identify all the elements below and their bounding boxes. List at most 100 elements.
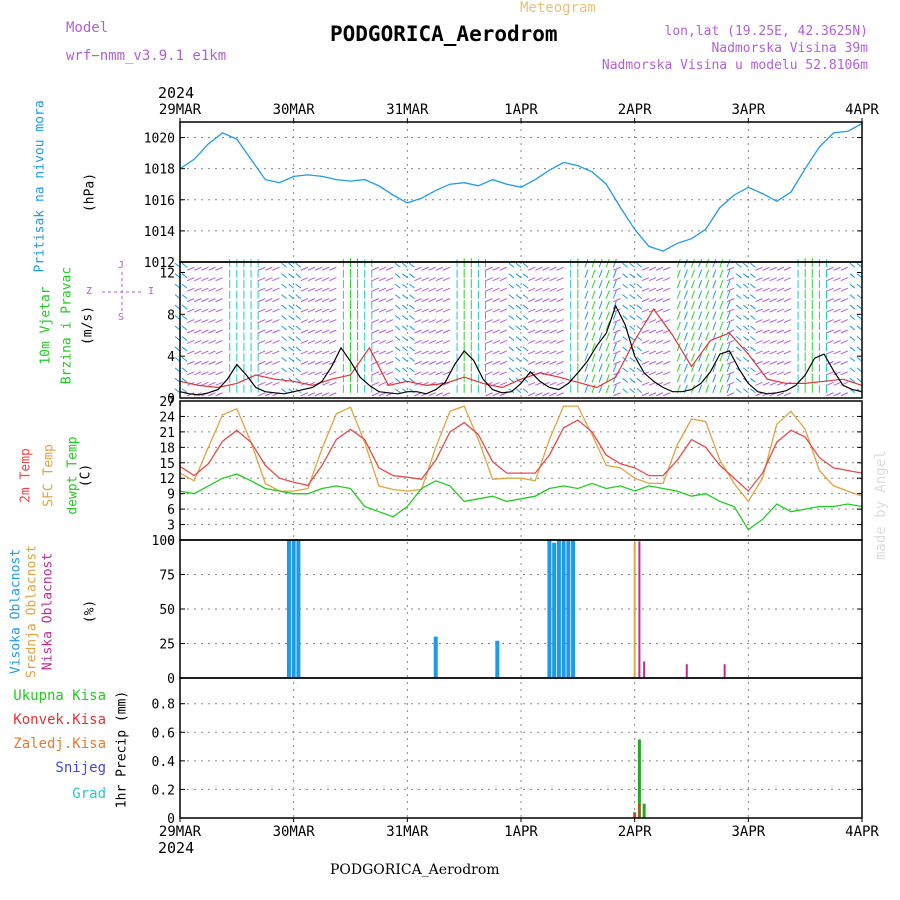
model-run: wrf−nmm_v3.9.1 e1km <box>66 48 227 64</box>
total-precip-bar <box>637 739 641 818</box>
wind-arrow <box>726 300 731 310</box>
wind-arrow <box>662 350 671 355</box>
wind-arrow <box>613 277 621 282</box>
wind-arrow <box>428 308 436 313</box>
wind-arrow <box>584 342 589 352</box>
wind-arrow <box>605 279 610 289</box>
wind-arrow <box>385 298 394 303</box>
wind-arrow <box>515 356 522 362</box>
wind-arrow <box>726 384 731 393</box>
wind-arrow <box>705 290 710 299</box>
wind-arrow <box>528 319 536 323</box>
wind-arrow <box>705 269 710 278</box>
wind-arrow <box>826 329 834 334</box>
wind-arrow <box>281 304 287 310</box>
wind-arrow <box>492 350 500 355</box>
wind-arrow <box>676 374 681 383</box>
wind-arrow <box>215 340 223 344</box>
wind-arrow <box>281 325 287 331</box>
wind-arrow <box>591 384 596 393</box>
wind-arrow <box>442 287 451 292</box>
wind-arrow <box>776 350 785 355</box>
wind-arrow <box>826 340 834 344</box>
wind-arrow <box>622 294 628 300</box>
wind-arrow <box>492 308 500 313</box>
wind-arrow <box>295 283 302 289</box>
wind-arrow <box>755 277 763 282</box>
dir-south: S <box>118 312 125 323</box>
y-tick-label: 0.2 <box>152 783 175 798</box>
y-tick-label: 15 <box>159 457 175 472</box>
wind-arrow <box>508 315 515 320</box>
wind-arrow <box>535 360 543 365</box>
wind-arrow <box>535 287 543 292</box>
wind-arrow <box>712 300 717 310</box>
wind-arrow <box>435 350 444 355</box>
wind-arrow <box>485 340 493 344</box>
t2m-line <box>179 419 863 493</box>
wind-arrow <box>535 266 543 271</box>
wind-arrow <box>201 329 209 334</box>
wind-arrow <box>378 319 387 323</box>
wind-arrow <box>622 377 628 383</box>
wind-arrow <box>187 350 195 355</box>
wind-arrow <box>272 329 280 334</box>
wind-arrow <box>762 340 770 344</box>
wind-arrow <box>394 273 401 279</box>
wind-arrow <box>378 298 387 303</box>
wind-arrow <box>755 360 763 365</box>
wind-arrow <box>515 283 522 289</box>
wind-arrow <box>591 300 596 310</box>
wind-arrow <box>329 298 337 303</box>
wind-arrow <box>329 277 337 282</box>
wind-arrow <box>435 371 444 376</box>
wind-arrow <box>385 319 394 323</box>
wind-arrow <box>522 304 529 310</box>
panel-frame <box>179 539 863 679</box>
wind-arrow <box>385 371 394 376</box>
wind-arrow <box>295 377 302 383</box>
wind-arrow <box>598 363 603 373</box>
wind-arrow <box>676 363 681 373</box>
wind-arrow <box>549 298 557 303</box>
wind-arrow <box>776 298 785 303</box>
wind-arrow <box>208 350 216 355</box>
wind-arrow <box>542 371 550 376</box>
wind-arrow <box>208 298 216 303</box>
wind-arrow <box>750 388 756 394</box>
wind-arrow <box>849 294 856 300</box>
wind-arrow <box>181 325 188 331</box>
wind-arrow <box>515 336 522 341</box>
wind-arrow <box>726 290 731 299</box>
wind-arrow <box>735 283 742 289</box>
wind-arrow <box>776 329 785 334</box>
wind-arrow <box>385 350 394 355</box>
wind-arrow <box>409 294 415 300</box>
wind-arrow <box>321 266 330 271</box>
sfc-temp-line <box>179 405 863 503</box>
wind-arrow <box>508 262 515 268</box>
wind-arrow <box>719 374 724 383</box>
wind-arrow <box>636 315 643 320</box>
x-tick-label-top: 2APR <box>618 102 652 118</box>
wind-arrow <box>691 353 695 362</box>
wind-arrow <box>613 381 621 386</box>
wind-arrow <box>442 360 451 365</box>
wind-arrow <box>174 294 181 300</box>
wind-arrow <box>215 329 223 334</box>
wind-arrow <box>528 287 536 292</box>
wind-arrow <box>683 300 688 310</box>
legend-snow: Snijeg <box>55 760 106 776</box>
wind-arrow <box>409 356 415 362</box>
wind-arrow <box>402 315 408 320</box>
y-tick-label: 1020 <box>144 132 175 147</box>
wind-arrow <box>629 273 635 279</box>
wind-arrow <box>613 319 621 323</box>
wind-arrow <box>556 392 564 397</box>
wind-arrow <box>622 315 628 320</box>
wind-arrow <box>584 290 589 299</box>
wind-arrow <box>648 298 657 303</box>
wind-arrow <box>712 384 717 393</box>
wind-arrow <box>535 298 543 303</box>
wind-arrow <box>329 350 337 355</box>
